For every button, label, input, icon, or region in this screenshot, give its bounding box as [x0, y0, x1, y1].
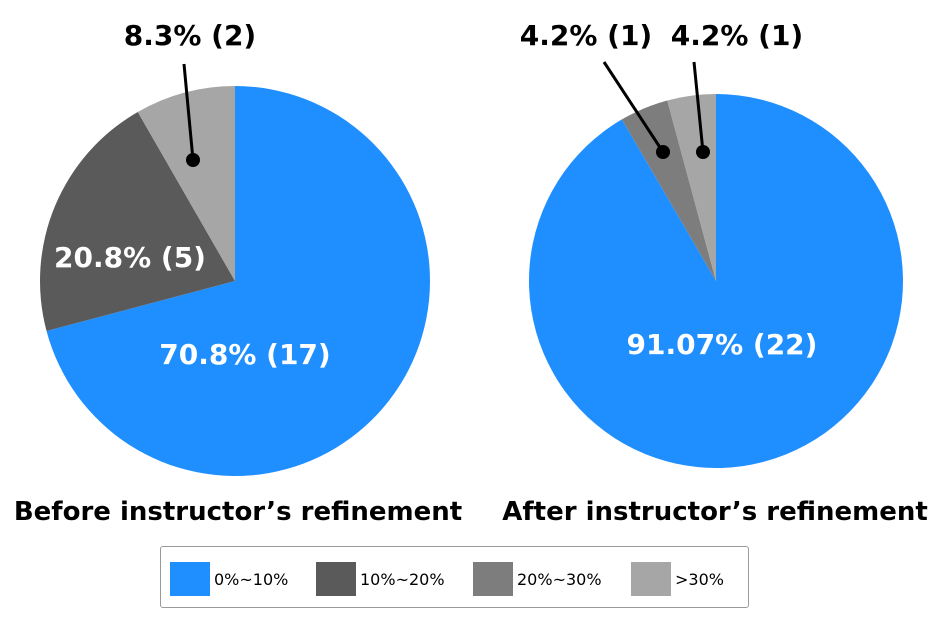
legend-label-20-30: 20%~30%	[517, 569, 602, 589]
pie1-label-0-10: 70.8% (17)	[159, 338, 330, 371]
pie2-title: After instructor’s refinement	[502, 497, 928, 527]
pie-charts-canvas: 70.8% (17) 20.8% (5) 8.3% (2) Before instru…	[14, 19, 928, 527]
pie1-label-10-20: 20.8% (5)	[54, 241, 206, 274]
legend-swatch-10-20	[316, 562, 356, 596]
pie2-label-0-10: 91.07% (22)	[627, 328, 818, 361]
pie2-slice-over-30	[667, 94, 716, 281]
legend-label-0-10: 0%~10%	[214, 569, 289, 589]
pie1-slice-10-20	[40, 111, 235, 332]
pie2-label-20-30: 4.2% (1)	[520, 19, 652, 52]
pie2-slice-20-30	[621, 100, 716, 281]
pie2-leader-dot-20-30	[656, 145, 670, 159]
pie-chart-1: 70.8% (17) 20.8% (5) 8.3% (2) Before instru…	[14, 19, 462, 527]
legend-item-0-10: 0%~10%	[170, 562, 288, 596]
pie2-leader-line-20-30	[602, 61, 665, 153]
legend-item-20-30: 20%~30%	[473, 562, 602, 596]
legend-label-10-20: 10%~20%	[360, 569, 445, 589]
legend-item-over-30: >30%	[631, 562, 724, 596]
pie1-label-over-30: 8.3% (2)	[124, 19, 256, 52]
pie2-label-over-30: 4.2% (1)	[671, 19, 803, 52]
legend-item-10-20: 10%~20%	[316, 562, 445, 596]
pie1-leader-line-over-30	[182, 63, 195, 161]
pie-chart-2: 91.07% (22) 4.2% (1) 4.2% (1) After instruc…	[502, 19, 928, 527]
legend-swatch-0-10	[170, 562, 210, 596]
legend-label-over-30: >30%	[675, 569, 724, 589]
pie1-leader-dot-over-30	[186, 153, 200, 167]
pie1-slice-0-10	[46, 86, 431, 476]
pie2-leader-line-over-30	[692, 61, 705, 153]
pie2-leader-dot-over-30	[696, 145, 710, 159]
pie1-slice-over-30	[137, 86, 235, 281]
pie1-title: Before instructor’s refinement	[14, 497, 462, 527]
legend: 0%~10% 10%~20% 20%~30% >30%	[160, 546, 749, 608]
legend-swatch-20-30	[473, 562, 513, 596]
legend-swatch-over-30	[631, 562, 671, 596]
